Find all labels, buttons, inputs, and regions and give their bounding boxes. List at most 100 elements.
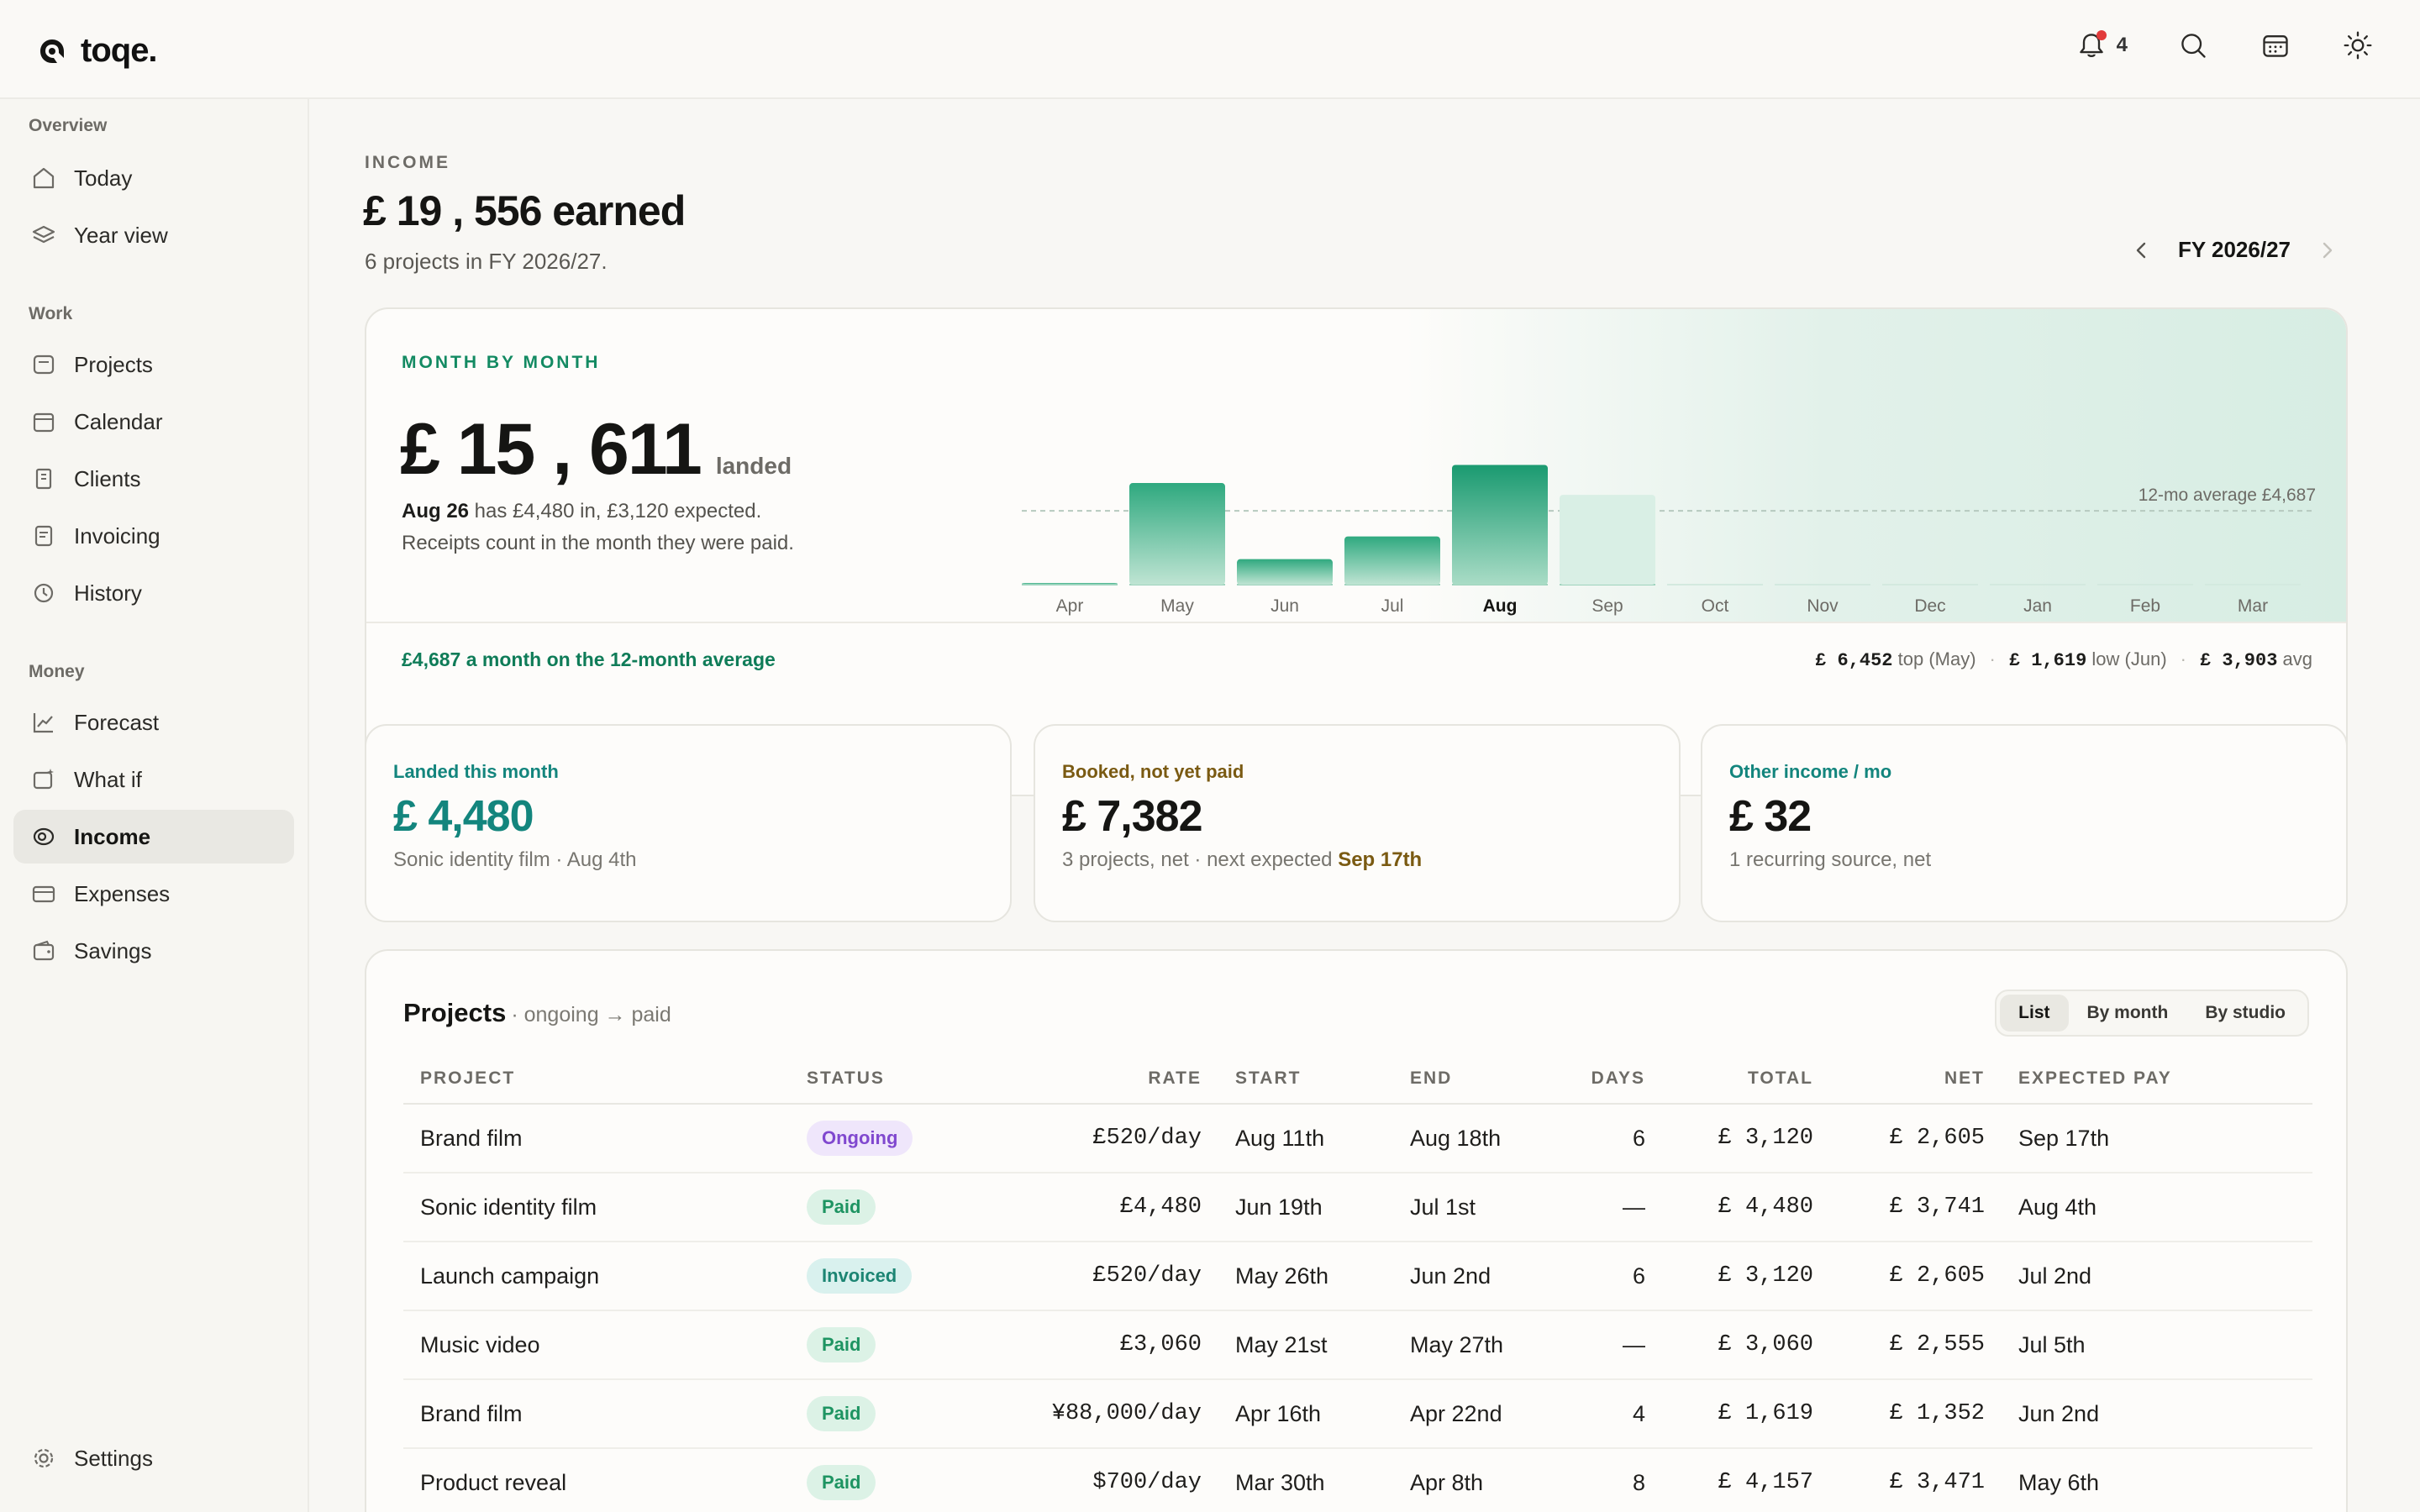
top-bar: toqe. 4 [0, 0, 2420, 99]
sidebar-item-history[interactable]: History [13, 566, 294, 620]
app-name: toqe. [81, 32, 158, 69]
x-tick-label: Apr [1056, 596, 1084, 616]
stat-sub: 1 recurring source, net [1729, 848, 1932, 871]
stat-label: Other income / mo [1729, 761, 1892, 782]
projects-table: PROJECT STATUS RATE START END DAYS TOTAL… [403, 1053, 2312, 1512]
view-by-month-button[interactable]: By month [2086, 1003, 2169, 1022]
cell-start: May 21st [1218, 1310, 1393, 1380]
sidebar-item-settings[interactable]: Settings [13, 1431, 294, 1485]
calendar-grid-icon[interactable] [2259, 29, 2292, 62]
cell-expected: Aug 4th [2002, 1173, 2312, 1242]
sidebar-item-projects[interactable]: Projects [13, 338, 294, 391]
cell-total: £ 3,120 [1662, 1242, 1830, 1311]
other-income-card[interactable]: Other income / mo £ 32 1 recurring sourc… [1701, 724, 2348, 922]
cell-total: £ 3,120 [1662, 1104, 1830, 1173]
bar-jun[interactable] [1237, 559, 1333, 585]
booked-not-paid-card[interactable]: Booked, not yet paid £ 7,382 3 projects,… [1034, 724, 1681, 922]
cell-end: May 27th [1393, 1310, 1553, 1380]
sidebar-item-calendar[interactable]: Calendar [13, 395, 294, 449]
column-header[interactable]: END [1393, 1053, 1553, 1105]
card-icon [32, 885, 55, 903]
stat-sub: 3 projects, net · next expected Sep 17th [1062, 848, 1423, 871]
sidebar-item-today[interactable]: Today [13, 151, 294, 205]
projects-subtitle: · ongoing → paid [511, 1003, 671, 1026]
view-by-studio-button[interactable]: By studio [2205, 1003, 2286, 1022]
bar-apr[interactable] [1022, 583, 1118, 585]
stat-label: Booked, not yet paid [1062, 761, 1244, 782]
cell-end: Apr 8th [1393, 1448, 1553, 1512]
column-header[interactable]: EXPECTED PAY [2002, 1053, 2312, 1105]
cell-start: Apr 16th [1218, 1379, 1393, 1449]
bar-sep[interactable] [1560, 495, 1655, 585]
cell-status: Invoiced [790, 1242, 1000, 1311]
table-row[interactable]: Music video Paid £3,060 May 21st May 27th — £ … [403, 1310, 2312, 1380]
x-tick-label: Jan [2023, 596, 2052, 616]
x-tick-label: Jul [1381, 596, 1404, 616]
column-header[interactable]: PROJECT [403, 1053, 790, 1105]
folder-icon [33, 354, 55, 375]
cell-rate: $700/day [1000, 1448, 1218, 1512]
cell-end: Jul 1st [1393, 1173, 1553, 1242]
status-badge: Invoiced [807, 1258, 913, 1294]
cell-total: £ 4,157 [1662, 1448, 1830, 1512]
column-header[interactable]: START [1218, 1053, 1393, 1105]
sidebar-item-expenses[interactable]: Expenses [13, 867, 294, 921]
cell-days: 6 [1553, 1242, 1662, 1311]
sidebar-group-money: Money [29, 662, 85, 681]
column-header[interactable]: STATUS [790, 1053, 1000, 1105]
sidebar-item-savings[interactable]: Savings [13, 924, 294, 978]
cell-end: Apr 22nd [1393, 1379, 1553, 1449]
bar-jul[interactable] [1344, 536, 1440, 585]
bar-may[interactable] [1129, 483, 1225, 585]
table-row[interactable]: Sonic identity film Paid £4,480 Jun 19th Jul… [403, 1173, 2312, 1242]
sidebar-item-what-if[interactable]: What if [13, 753, 294, 806]
sidebar-item-income[interactable]: Income [13, 810, 294, 864]
calendar-icon [33, 412, 55, 433]
notification-count: 4 [2116, 34, 2128, 56]
cell-status: Paid [790, 1448, 1000, 1512]
month-description: Aug 26 has £4,480 in, £3,120 expected. R… [402, 496, 797, 559]
notifications-button[interactable]: 4 [2075, 29, 2128, 62]
landed-this-month-card[interactable]: Landed this month £ 4,480 Sonic identity… [365, 724, 1012, 922]
logo-mark-icon [40, 39, 64, 63]
sidebar-item-clients[interactable]: Clients [13, 452, 294, 506]
top-stat: £ 6,452 top (May) [1815, 648, 1976, 671]
home-icon [33, 167, 55, 189]
cell-expected: Sep 17th [2002, 1104, 2312, 1173]
cell-project: Music video [403, 1310, 790, 1380]
view-list-button[interactable]: List [2000, 995, 2069, 1032]
chevron-left-icon[interactable] [2131, 239, 2153, 261]
app-logo[interactable]: toqe. [37, 32, 158, 70]
table-row[interactable]: Brand film Paid ¥88,000/day Apr 16th Apr 22n… [403, 1379, 2312, 1449]
x-tick-label: May [1160, 596, 1194, 616]
sidebar-item-forecast[interactable]: Forecast [13, 696, 294, 749]
table-row[interactable]: Brand film Ongoing £520/day Aug 11th Aug 18t… [403, 1104, 2312, 1173]
column-header[interactable]: TOTAL [1662, 1053, 1830, 1105]
column-header[interactable]: DAYS [1553, 1053, 1662, 1105]
landed-label: landed [715, 453, 792, 479]
column-header[interactable]: NET [1830, 1053, 2002, 1105]
sidebar-item-invoicing[interactable]: Invoicing [13, 509, 294, 563]
column-header[interactable]: RATE [1000, 1053, 1218, 1105]
sidebar-item-year-view[interactable]: Year view [13, 208, 294, 262]
cell-net: £ 3,471 [1830, 1448, 2002, 1512]
cell-status: Ongoing [790, 1104, 1000, 1173]
sidebar-item-label: Projects [74, 351, 153, 377]
table-row[interactable]: Product reveal Paid $700/day Mar 30th Apr 8t… [403, 1448, 2312, 1512]
table-row[interactable]: Launch campaign Invoiced £520/day May 26th J… [403, 1242, 2312, 1311]
monthly-income-chart: 12-mo average £4,687 Apr May Jun Jul Aug Sep Oc… [1022, 465, 2316, 616]
cell-days: 8 [1553, 1448, 1662, 1512]
cell-project: Launch campaign [403, 1242, 790, 1311]
cell-start: Mar 30th [1218, 1448, 1393, 1512]
sun-icon[interactable] [2341, 29, 2375, 62]
bar-aug[interactable] [1452, 465, 1548, 585]
projects-panel: Projects · ongoing → paid List By month … [365, 949, 2348, 1512]
cell-status: Paid [790, 1310, 1000, 1380]
x-tick-label: Feb [2130, 596, 2160, 616]
x-tick-label: Oct [1702, 596, 1729, 616]
search-icon[interactable] [2176, 29, 2210, 62]
cell-net: £ 3,741 [1830, 1173, 2002, 1242]
chevron-right-icon[interactable] [2316, 239, 2338, 261]
cell-project: Brand film [403, 1104, 790, 1173]
cell-net: £ 2,555 [1830, 1310, 2002, 1380]
